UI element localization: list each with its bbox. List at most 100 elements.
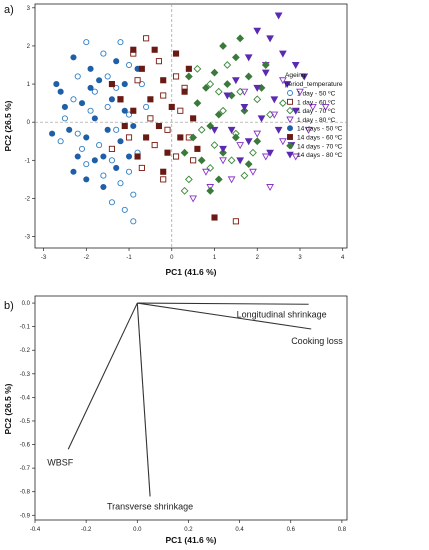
legend-label: 1 day - 70 ºC (297, 108, 336, 115)
plot-frame-a (34, 3, 348, 249)
loading-line (137, 302, 312, 330)
scatter-point (113, 58, 120, 65)
legend-marker (287, 98, 293, 105)
x-ticks-b: -0.4 -0.2 0.0 0.2 0.4 0.6 0.8 (30, 520, 347, 533)
y-tick-label: -0.9 (20, 513, 31, 519)
scatter-point (168, 103, 175, 110)
scatter-point (108, 199, 115, 206)
scatter-point (70, 96, 77, 103)
scatter-point (70, 54, 77, 61)
y-tick-label: -0.7 (20, 466, 31, 472)
scatter-point (172, 50, 180, 57)
scatter-point (270, 96, 279, 104)
scatter-point (194, 145, 201, 152)
x-tick-label: 4 (341, 255, 345, 261)
scatter-point (214, 110, 223, 119)
scatter-point (160, 77, 167, 84)
legend: Ageing period_temperature 1 day - 50 ºC1… (285, 72, 343, 159)
scatter-point (117, 39, 124, 46)
scatter-point (197, 125, 206, 134)
y-tick-label: -0.6 (20, 443, 31, 449)
legend-label: 14 days - 60 ºC (297, 135, 343, 142)
plot-frame-b (34, 295, 348, 521)
y-tick-label: -2 (25, 196, 31, 202)
scatter-point (236, 142, 245, 150)
loading-label: Cooking loss (291, 336, 343, 346)
scatter-point (78, 100, 86, 107)
scatter-point (184, 175, 193, 184)
loading-label: Transverse shrinkage (107, 501, 193, 511)
scatter-point (130, 191, 137, 198)
scatter-point (190, 115, 197, 122)
scatter-point (57, 88, 64, 95)
legend-marker (286, 142, 294, 150)
scatter-point (296, 88, 304, 96)
scatter-point (240, 88, 249, 96)
scatter-point (321, 103, 330, 111)
x-tick-label: 2 (256, 255, 260, 261)
legend-marker (286, 151, 294, 159)
scatter-point (214, 175, 223, 184)
scatter-point (143, 134, 150, 141)
loading-label: WBSF (47, 457, 74, 467)
scatter-point (219, 42, 227, 50)
scatter-point (249, 168, 257, 176)
scatter-point (108, 145, 115, 152)
scatter-point (180, 148, 189, 157)
scatter-point (138, 65, 145, 72)
scatter-point (227, 176, 236, 184)
scatter-point (261, 69, 270, 77)
scatter-point (164, 126, 171, 133)
y-tick-label: -0.2 (20, 348, 31, 354)
scatter-point (214, 87, 223, 96)
x-tick-label: 0.4 (235, 527, 244, 533)
scatter-point (134, 153, 141, 160)
scatter-point (121, 81, 128, 88)
scatter-point (266, 184, 274, 192)
scatter-point (172, 153, 180, 160)
scatter-point (189, 133, 198, 142)
scatter-point (185, 65, 192, 72)
loading-line (137, 302, 309, 305)
loading-panel: b) -0.4 -0.2 0.0 0.2 0.4 0.6 0.8 0.0-0.1-0.2-0… (3, 295, 348, 545)
loading-line (136, 303, 151, 497)
scatter-point (96, 142, 103, 149)
x-tick-label: 0.0 (133, 527, 142, 533)
legend-label: 14 days - 80 ºC (297, 152, 343, 159)
scatter-point (211, 214, 218, 221)
y-axis-title-b: PC2 (26.5 %) (3, 383, 13, 434)
scatter-point (61, 115, 68, 122)
loading-label: Longitudinal shrinkage (237, 309, 327, 319)
scatter-point (244, 160, 253, 169)
scatter-point (279, 99, 287, 108)
scatter-point (223, 61, 232, 69)
x-ticks-a: -3 -2 -1 0 1 2 3 4 (41, 248, 345, 261)
scatter-point (202, 168, 210, 176)
scatter-point (231, 53, 240, 62)
y-ticks-b: 0.0 -0.1 -0.2 -0.3 -0.4 -0.5 -0.6 -0.7 -0.8 -0.9 (20, 301, 35, 519)
scatter-point (104, 73, 111, 80)
scatter-point (223, 80, 232, 88)
scatter-point (261, 153, 270, 161)
scatter-panel: a) -3 -2 -1 0 1 2 3 4 -3 -2 -1 0 1 2 3 Ageing period_… (3, 3, 348, 277)
scatter-point (206, 184, 215, 192)
x-tick-label: 1 (213, 255, 217, 261)
x-tick-label: 0.2 (184, 527, 193, 533)
scatter-point (125, 134, 133, 141)
scatter-point (227, 156, 236, 165)
scatter-point (231, 77, 240, 85)
scatter-point (177, 134, 184, 141)
scatter-point (53, 81, 60, 88)
panel-label-b: b) (4, 300, 14, 312)
scatter-point (193, 64, 202, 73)
scatter-point (181, 88, 188, 95)
scatter-point (291, 62, 300, 70)
scatter-point (113, 84, 120, 91)
scatter-point (180, 186, 189, 195)
scatter-point (61, 103, 68, 110)
legend-label: 1 day - 80 ºC (297, 117, 336, 124)
scatter-point (57, 138, 64, 145)
scatter-point (143, 103, 150, 110)
scatter-point (279, 50, 287, 58)
